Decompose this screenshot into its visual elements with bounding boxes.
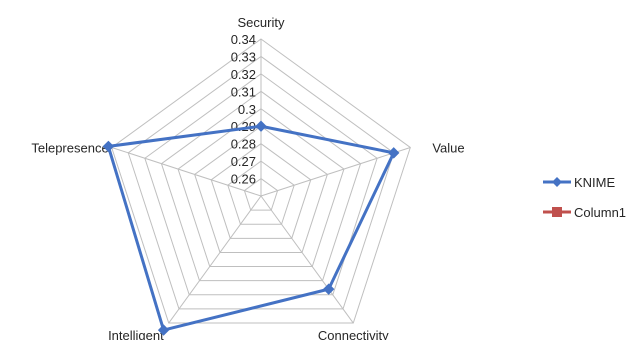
legend-marker-column1 <box>552 207 562 217</box>
radial-tick-labels: 0.260.270.280.290.30.310.320.330.34 <box>231 32 256 187</box>
category-labels: Security Value Connectivity Intelligent Tele… <box>31 15 464 343</box>
spoke-3 <box>168 195 262 324</box>
category-label-value: Value <box>432 140 464 155</box>
spoke-2 <box>260 195 354 324</box>
grid-ring-5 <box>160 90 362 282</box>
tick-label: 0.27 <box>231 154 256 169</box>
spoke-1 <box>260 147 411 197</box>
series-line-knime <box>106 124 396 332</box>
grid-ring-1 <box>227 160 295 225</box>
spoke-4 <box>111 147 262 197</box>
series-point-knime-intelligent <box>157 324 170 336</box>
tick-label: 0.33 <box>231 49 256 64</box>
tick-label: 0.3 <box>238 102 256 117</box>
grid-ring-7 <box>127 55 395 310</box>
series-layer <box>102 120 400 336</box>
radar-spokes <box>111 39 411 324</box>
category-label-telepresence: Telepresence <box>31 140 108 155</box>
grid-ring-4 <box>177 108 345 268</box>
grid-ring-8 <box>111 38 411 324</box>
grid-ring-2 <box>210 143 312 239</box>
tick-label: 0.34 <box>231 32 256 47</box>
category-label-connectivity: Connectivity <box>318 328 389 340</box>
series-point-knime-connectivity <box>322 283 335 295</box>
series-point-knime-telepresence <box>102 140 115 153</box>
legend-marker-knime <box>552 177 562 187</box>
grid-ring-0 <box>243 177 279 211</box>
tick-label: 0.28 <box>231 137 256 152</box>
legend-label-column1: Column1 <box>574 205 626 220</box>
tick-label: 0.26 <box>231 172 256 187</box>
tick-label: 0.32 <box>231 67 256 82</box>
tick-label: 0.31 <box>231 84 256 99</box>
category-label-security: Security <box>238 15 285 30</box>
legend: KNIME Column1 <box>543 175 626 220</box>
series-point-knime-value <box>388 147 400 159</box>
legend-label-knime: KNIME <box>574 175 616 190</box>
category-label-intelligent: Intelligent <box>108 328 164 340</box>
grid-ring-3 <box>194 125 328 253</box>
series-point-knime-security <box>255 120 267 132</box>
